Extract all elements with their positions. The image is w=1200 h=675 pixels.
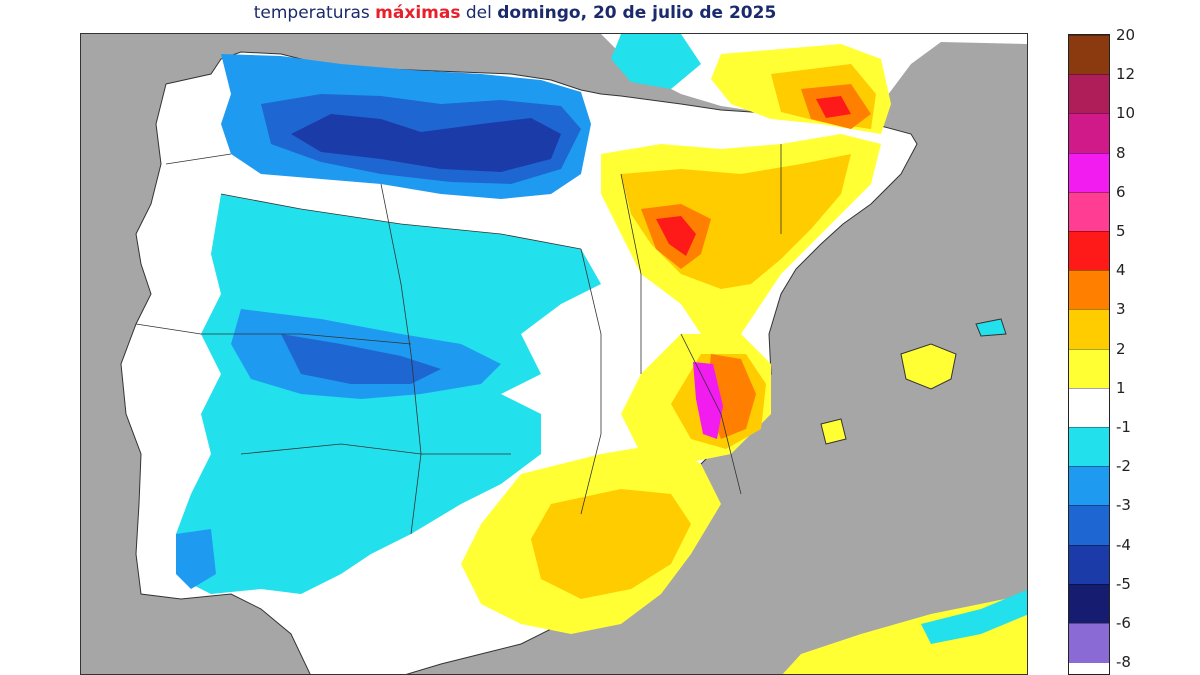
legend-tick-label: -2	[1116, 457, 1131, 476]
legend-tick-label: -1	[1116, 418, 1131, 436]
legend-bin	[1069, 544, 1109, 585]
title-date: domingo, 20 de julio de 2025	[497, 3, 777, 23]
legend-bin	[1069, 466, 1109, 506]
legend-bin	[1069, 309, 1109, 350]
legend-tick-label: 12	[1116, 65, 1136, 84]
anomaly-red-aragon	[656, 216, 696, 256]
menorca-island	[975, 318, 1007, 337]
legend-tick-label: -6	[1116, 614, 1131, 632]
map-title: temperaturas máximas del domingo, 20 de …	[80, 3, 950, 23]
title-middle: del	[460, 3, 498, 23]
ibiza-island	[820, 418, 847, 445]
legend-tick-label: 4	[1116, 261, 1126, 280]
legend-bin	[1069, 191, 1109, 232]
temperature-anomaly-map	[80, 33, 1028, 675]
legend-bin	[1069, 505, 1109, 546]
legend-tick-label: 3	[1116, 300, 1126, 319]
legend-bin	[1069, 348, 1109, 389]
north-africa-cyan	[921, 589, 1027, 644]
legend-bin	[1069, 152, 1109, 193]
legend-bin	[1069, 623, 1109, 663]
anomaly-magenta-valencia	[693, 362, 723, 439]
legend-tick-label: -4	[1116, 535, 1131, 554]
legend-tick-label: -5	[1116, 574, 1131, 593]
legend-tick-label: 20	[1116, 26, 1136, 44]
anomaly-blue-southwest	[176, 529, 216, 589]
legend-bin	[1069, 113, 1109, 154]
legend-tick-label: -3	[1116, 496, 1131, 515]
legend-frame	[1068, 34, 1110, 675]
legend-bin	[1069, 387, 1109, 428]
anomaly-cyan-france	[611, 34, 701, 89]
legend-bin	[1069, 583, 1109, 624]
title-highlight: máximas	[375, 3, 461, 23]
region-borders	[135, 144, 782, 535]
anomaly-gold-southeast	[531, 489, 691, 599]
anomaly-red-northeast	[816, 96, 851, 118]
legend-tick-label: 6	[1116, 182, 1126, 201]
legend-bin	[1069, 35, 1109, 75]
legend-tick-label: 5	[1116, 222, 1126, 240]
legend-bin	[1069, 74, 1109, 114]
legend-bin	[1069, 427, 1109, 467]
legend-bin	[1069, 270, 1109, 310]
legend-tick-label: 10	[1116, 104, 1136, 123]
legend-tick-label: 2	[1116, 339, 1126, 358]
legend-colorbar	[1069, 35, 1109, 675]
anomaly-darkblue-central	[281, 334, 441, 384]
mallorca-island	[900, 343, 957, 390]
legend-tick-label: 8	[1116, 143, 1126, 162]
legend-bin	[1069, 231, 1109, 271]
anomaly-navy-north	[291, 114, 561, 172]
title-prefix: temperaturas	[253, 3, 376, 23]
legend-tick-label: 1	[1116, 378, 1126, 397]
legend-tick-label: -8	[1116, 653, 1131, 672]
